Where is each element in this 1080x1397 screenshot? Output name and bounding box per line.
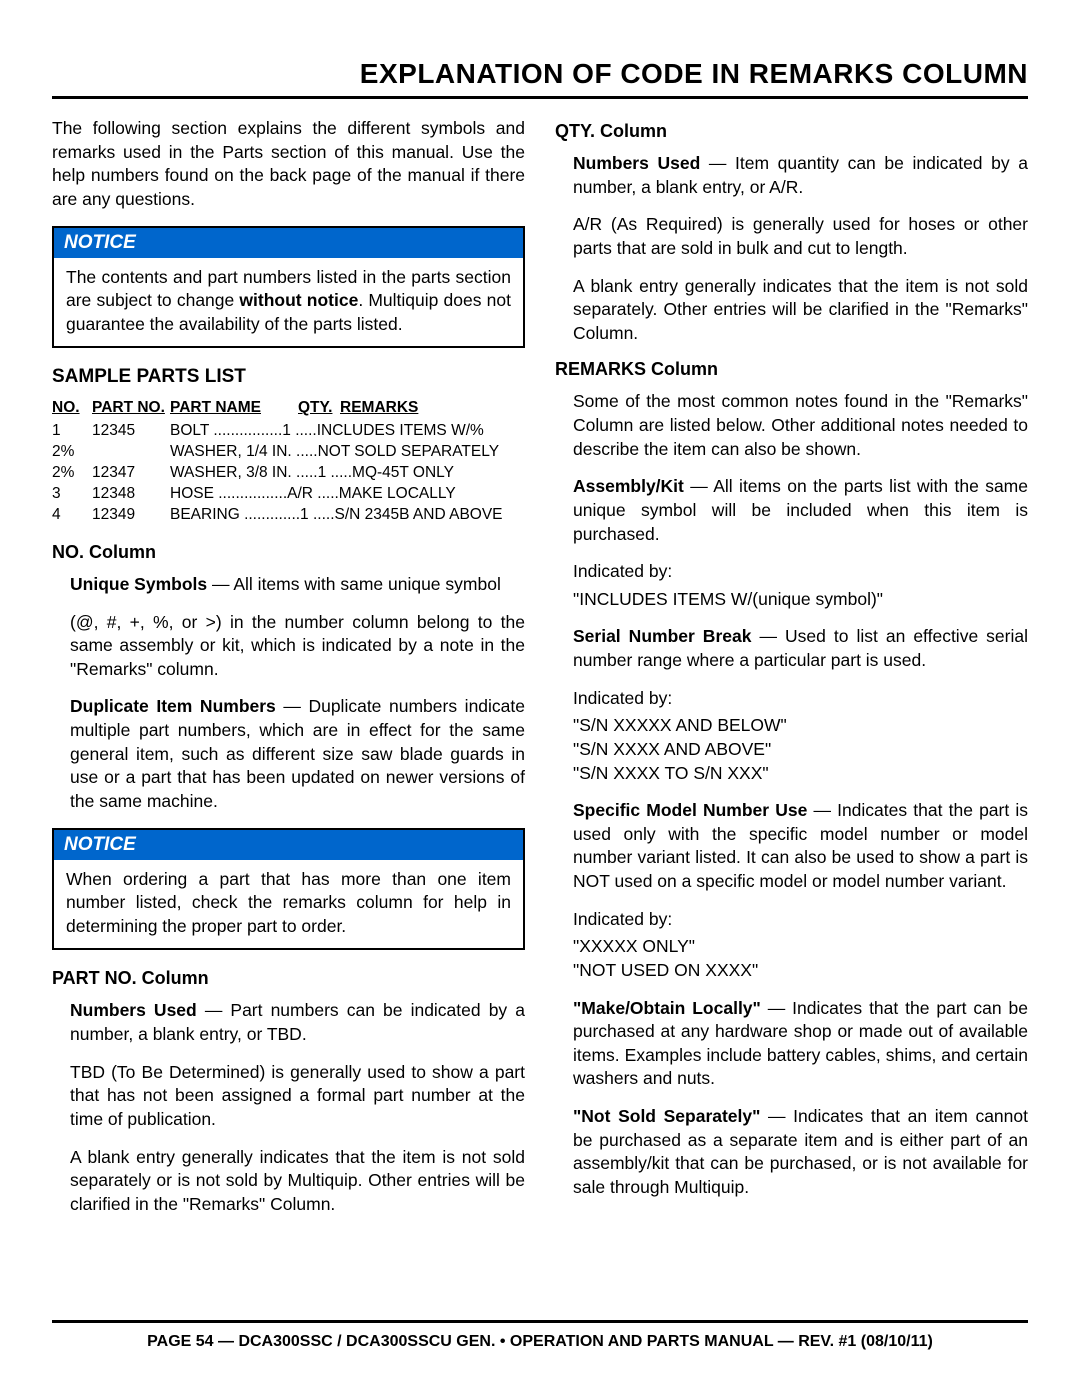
table-row: 312348HOSE ................A/R .....MAKE… — [52, 484, 525, 505]
rem-asm-ex1: "INCLUDES ITEMS W/(unique symbol)" — [573, 588, 1028, 612]
cell-rest: HOSE ................A/R .....MAKE LOCAL… — [170, 484, 525, 505]
cell-partno: 12349 — [92, 505, 170, 526]
qty-term: Numbers Used — [573, 153, 700, 173]
no-unique-term: Unique Symbols — [70, 574, 207, 594]
rem-intro: Some of the most common notes found in t… — [555, 390, 1028, 461]
rem-sn-indicated: Indicated by: — [555, 687, 1028, 711]
no-dup-paragraph: Duplicate Item Numbers — Duplicate numbe… — [52, 695, 525, 813]
partno-column-heading: PART NO. Column — [52, 968, 525, 989]
partno-term: Numbers Used — [70, 1000, 197, 1020]
partno-p1: Numbers Used — Part numbers can be indic… — [52, 999, 525, 1046]
th-qty: QTY. — [298, 398, 340, 419]
sample-parts-heading: SAMPLE PARTS LIST — [52, 366, 525, 388]
rem-sn-ex3: "S/N XXXX TO S/N XXX" — [573, 762, 1028, 786]
notice2-text: When ordering a part that has more than … — [66, 868, 511, 939]
notice1-text: The contents and part numbers listed in … — [66, 266, 511, 337]
cell-partno: 12345 — [92, 421, 170, 442]
partno-p3: A blank entry generally indicates that t… — [52, 1146, 525, 1217]
cell-no: 2% — [52, 463, 92, 484]
rem-asm-indicated: Indicated by: — [555, 560, 1028, 584]
qty-p2: A/R (As Required) is generally used for … — [555, 213, 1028, 260]
th-no: NO. — [52, 398, 92, 419]
rem-model-indicated: Indicated by: — [555, 908, 1028, 932]
cell-partno: 12347 — [92, 463, 170, 484]
table-header-row: NO. PART NO. PART NAME QTY. REMARKS — [52, 398, 525, 419]
qty-p1: Numbers Used — Item quantity can be indi… — [555, 152, 1028, 199]
notice-box-1: NOTICE The contents and part numbers lis… — [52, 226, 525, 349]
sample-parts-table: NO. PART NO. PART NAME QTY. REMARKS 1123… — [52, 398, 525, 526]
no-unique-body: — All items with same unique symbol — [207, 574, 501, 594]
rem-make: "Make/Obtain Locally" — Indicates that t… — [555, 997, 1028, 1092]
right-column: QTY. Column Numbers Used — Item quantity… — [555, 117, 1028, 1230]
notice-box-2: NOTICE When ordering a part that has mor… — [52, 828, 525, 951]
table-row: 2%12347WASHER, 3/8 IN. .....1 .....MQ-45… — [52, 463, 525, 484]
rem-sn-ex2: "S/N XXXX AND ABOVE" — [573, 738, 1028, 762]
rem-asm-examples: "INCLUDES ITEMS W/(unique symbol)" — [555, 588, 1028, 612]
content-columns: The following section explains the diffe… — [52, 117, 1028, 1230]
qty-p3: A blank entry generally indicates that t… — [555, 275, 1028, 346]
cell-partno: 12348 — [92, 484, 170, 505]
table-row: 2% WASHER, 1/4 IN. .....NOT SOLD SEPARATE… — [52, 442, 525, 463]
cell-rest: WASHER, 3/8 IN. .....1 .....MQ-45T ONLY — [170, 463, 525, 484]
qty-column-heading: QTY. Column — [555, 121, 1028, 142]
th-partno: PART NO. — [92, 398, 170, 419]
rem-sn-examples: "S/N XXXXX AND BELOW" "S/N XXXX AND ABOV… — [555, 714, 1028, 785]
cell-rest: BEARING .............1 .....S/N 2345B AN… — [170, 505, 525, 526]
notice-header: NOTICE — [54, 228, 523, 258]
rem-sn-ex1: "S/N XXXXX AND BELOW" — [573, 714, 1028, 738]
intro-paragraph: The following section explains the diffe… — [52, 117, 525, 212]
rem-make-term: "Make/Obtain Locally" — [573, 998, 761, 1018]
rem-model-examples: "XXXXX ONLY" "NOT USED ON XXXX" — [555, 935, 1028, 982]
no-unique-paragraph: Unique Symbols — All items with same uni… — [52, 573, 525, 597]
table-row: 112345BOLT ................1 .....INCLUD… — [52, 421, 525, 442]
rem-asm-term: Assembly/Kit — [573, 476, 684, 496]
th-partname: PART NAME — [170, 398, 298, 419]
table-row: 412349BEARING .............1 .....S/N 23… — [52, 505, 525, 526]
notice-body-2: When ordering a part that has more than … — [54, 860, 523, 949]
cell-rest: BOLT ................1 .....INCLUDES ITE… — [170, 421, 525, 442]
notice1-b: without notice — [239, 290, 358, 310]
rem-model: Specific Model Number Use — Indicates th… — [555, 799, 1028, 894]
rem-nss-term: "Not Sold Separately" — [573, 1106, 760, 1126]
rem-model-ex2: "NOT USED ON XXXX" — [573, 959, 1028, 983]
rem-sn: Serial Number Break — Used to list an ef… — [555, 625, 1028, 672]
no-dup-term: Duplicate Item Numbers — [70, 696, 276, 716]
rem-model-ex1: "XXXXX ONLY" — [573, 935, 1028, 959]
rem-model-term: Specific Model Number Use — [573, 800, 807, 820]
no-unique-p2: (@, #, +, %, or >) in the number column … — [52, 611, 525, 682]
no-column-heading: NO. Column — [52, 542, 525, 563]
cell-no: 3 — [52, 484, 92, 505]
rem-sn-term: Serial Number Break — [573, 626, 751, 646]
cell-no: 1 — [52, 421, 92, 442]
cell-partno — [92, 442, 170, 463]
cell-rest: WASHER, 1/4 IN. .....NOT SOLD SEPARATELY — [170, 442, 525, 463]
page-footer: PAGE 54 — DCA300SSC / DCA300SSCU GEN. • … — [52, 1320, 1028, 1351]
page-title: EXPLANATION OF CODE IN REMARKS COLUMN — [52, 58, 1028, 99]
cell-no: 2% — [52, 442, 92, 463]
rem-asm: Assembly/Kit — All items on the parts li… — [555, 475, 1028, 546]
notice-body: The contents and part numbers listed in … — [54, 258, 523, 347]
cell-no: 4 — [52, 505, 92, 526]
partno-p2: TBD (To Be Determined) is generally used… — [52, 1061, 525, 1132]
left-column: The following section explains the diffe… — [52, 117, 525, 1230]
rem-nss: "Not Sold Separately" — Indicates that a… — [555, 1105, 1028, 1200]
notice-header-2: NOTICE — [54, 830, 523, 860]
remarks-column-heading: REMARKS Column — [555, 359, 1028, 380]
th-remarks: REMARKS — [340, 398, 525, 419]
